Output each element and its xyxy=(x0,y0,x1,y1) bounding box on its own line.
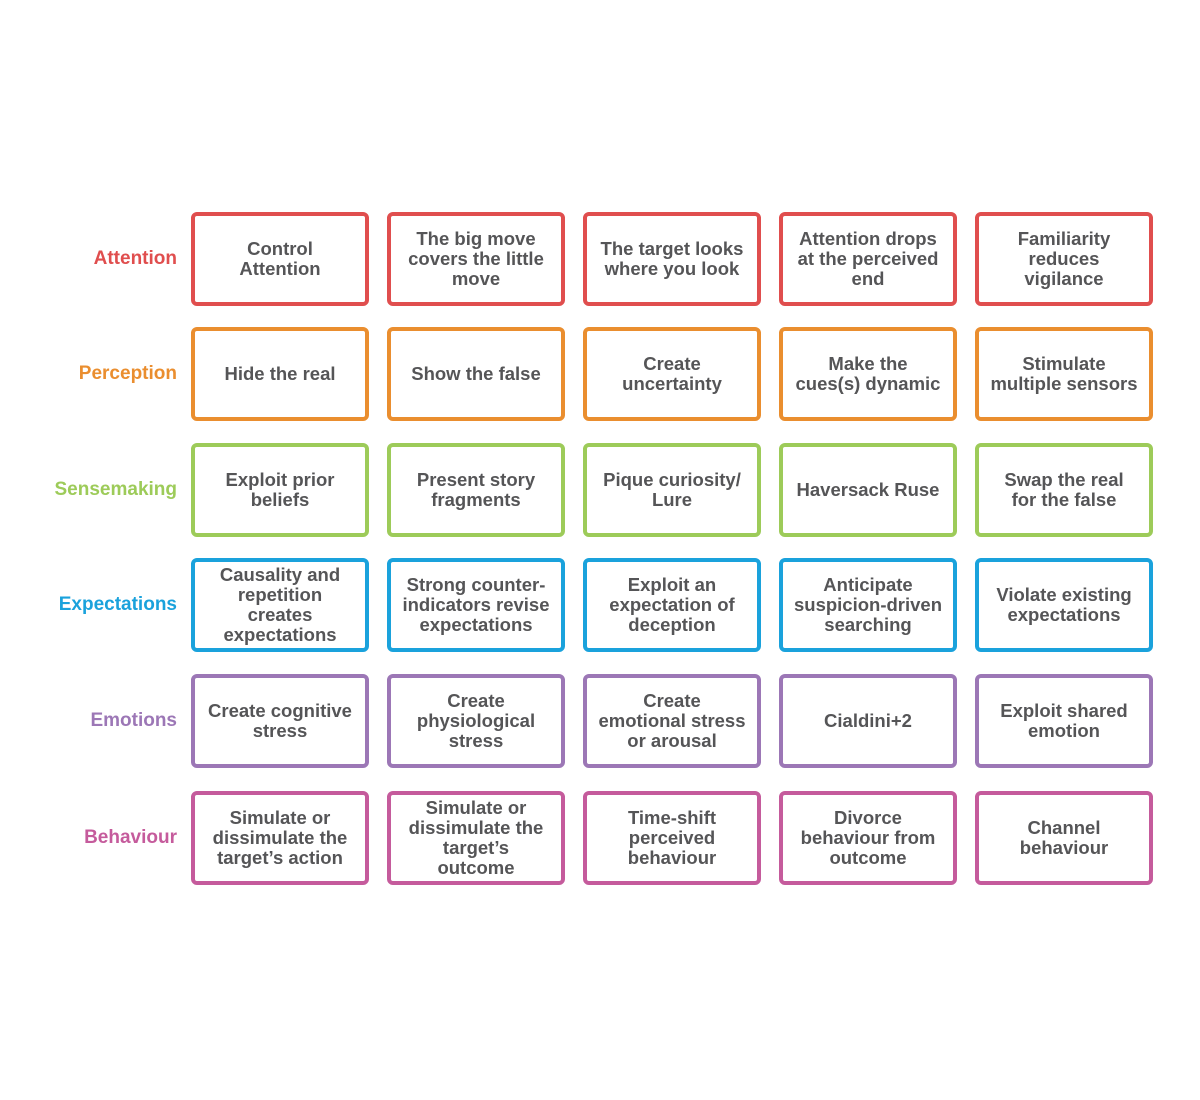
principle-card: Time-shift perceived behaviour xyxy=(583,791,761,885)
row-attention: Attention Control Attention The big move c… xyxy=(0,210,1200,308)
principle-card: Stimulate multiple sensors xyxy=(975,327,1153,421)
principle-text: Exploit prior beliefs xyxy=(225,469,335,510)
principle-text: Create uncertainty xyxy=(622,353,722,394)
row-label: Sensemaking xyxy=(54,479,178,500)
principle-card: Divorce behaviour from outcome xyxy=(779,791,957,885)
row-label: Perception xyxy=(78,363,177,384)
principle-text: Haversack Ruse xyxy=(796,479,940,500)
principle-text: Control Attention xyxy=(239,238,321,279)
principle-card: Hide the real xyxy=(191,327,369,421)
principle-text: Strong counter- indicators revise expect… xyxy=(402,574,550,635)
principle-card: Make the cues(s) dynamic xyxy=(779,327,957,421)
principle-card: Exploit shared emotion xyxy=(975,674,1153,768)
principle-card: Swap the real for the false xyxy=(975,443,1153,537)
principle-text: Present story fragments xyxy=(416,469,536,510)
principle-card: Familiarity reduces vigilance xyxy=(975,212,1153,306)
principle-text: Violate existing expectations xyxy=(996,584,1132,625)
principle-card: Exploit an expectation of deception xyxy=(583,558,761,652)
principle-card: The big move covers the little move xyxy=(387,212,565,306)
principle-text: Swap the real for the false xyxy=(1004,469,1124,510)
principle-text: Create physiological stress xyxy=(416,690,536,751)
principle-card: Create emotional stress or arousal xyxy=(583,674,761,768)
row-behaviour: Behaviour Simulate or dissimulate the tar… xyxy=(0,789,1200,887)
row-label: Expectations xyxy=(58,594,177,615)
principle-text: Anticipate suspicion-driven searching xyxy=(793,574,943,635)
principle-card: Haversack Ruse xyxy=(779,443,957,537)
principle-text: Pique curiosity/ Lure xyxy=(603,469,741,510)
principle-card: The target looks where you look xyxy=(583,212,761,306)
principle-card: Attention drops at the perceived end xyxy=(779,212,957,306)
principle-card: Show the false xyxy=(387,327,565,421)
principle-text: Divorce behaviour from outcome xyxy=(800,807,936,868)
row-label: Emotions xyxy=(90,710,177,731)
principle-card: Channel behaviour xyxy=(975,791,1153,885)
principle-text: Causality and repetition creates expecta… xyxy=(219,564,341,645)
principle-text: Channel behaviour xyxy=(1019,817,1109,858)
principle-card: Simulate or dissimulate the target’s act… xyxy=(191,791,369,885)
row-perception: Perception Hide the real Show the false Cre… xyxy=(0,325,1200,423)
principle-text: Exploit an expectation of deception xyxy=(609,574,735,635)
principle-text: Familiarity reduces vigilance xyxy=(1017,228,1111,289)
principle-text: Hide the real xyxy=(224,363,336,384)
principle-text: Make the cues(s) dynamic xyxy=(795,353,941,394)
principle-text: Create emotional stress or arousal xyxy=(598,690,746,751)
principle-card: Anticipate suspicion-driven searching xyxy=(779,558,957,652)
principle-text: Exploit shared emotion xyxy=(1000,700,1128,741)
principle-text: Show the false xyxy=(411,363,541,384)
principle-card: Pique curiosity/ Lure xyxy=(583,443,761,537)
row-emotions: Emotions Create cognitive stress Create ph… xyxy=(0,672,1200,770)
row-label: Attention xyxy=(93,248,177,269)
row-label: Behaviour xyxy=(84,827,177,848)
principle-text: Simulate or dissimulate the target’s out… xyxy=(408,797,544,878)
principle-card: Create physiological stress xyxy=(387,674,565,768)
principle-card: Exploit prior beliefs xyxy=(191,443,369,537)
principle-text: Attention drops at the perceived end xyxy=(797,228,939,289)
principle-text: Cialdini+2 xyxy=(824,710,912,731)
principle-text: The target looks where you look xyxy=(600,238,744,279)
principle-card: Create uncertainty xyxy=(583,327,761,421)
row-sensemaking: Sensemaking Exploit prior beliefs Present … xyxy=(0,441,1200,539)
principle-text: Stimulate multiple sensors xyxy=(990,353,1138,394)
principle-card: Cialdini+2 xyxy=(779,674,957,768)
principle-card: Control Attention xyxy=(191,212,369,306)
principle-card: Simulate or dissimulate the target’s out… xyxy=(387,791,565,885)
principle-text: The big move covers the little move xyxy=(408,228,544,289)
principle-card: Violate existing expectations xyxy=(975,558,1153,652)
principle-text: Time-shift perceived behaviour xyxy=(627,807,717,868)
principle-text: Simulate or dissimulate the target’s act… xyxy=(212,807,348,868)
principle-card: Strong counter- indicators revise expect… xyxy=(387,558,565,652)
principle-card: Causality and repetition creates expecta… xyxy=(191,558,369,652)
principle-text: Create cognitive stress xyxy=(208,700,352,741)
principle-card: Present story fragments xyxy=(387,443,565,537)
row-expectations: Expectations Causality and repetition cre… xyxy=(0,556,1200,654)
principle-card: Create cognitive stress xyxy=(191,674,369,768)
